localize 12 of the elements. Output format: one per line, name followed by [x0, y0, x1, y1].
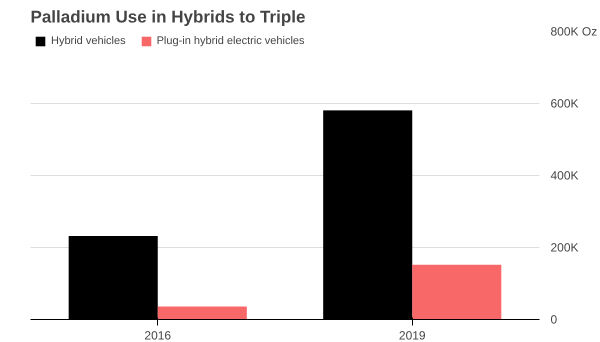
bar: [158, 306, 247, 320]
y-tick-label: 200K: [550, 240, 579, 254]
y-tick-label: 400K: [550, 168, 579, 182]
y-tick-label: 600K: [550, 96, 579, 110]
legend-label: Plug-in hybrid electric vehicles: [156, 35, 305, 47]
y-tick-label: 0: [550, 312, 558, 326]
x-tick-label: 2019: [398, 328, 426, 342]
y-tick-label: 800K Oz: [550, 24, 598, 38]
legend-label: Hybrid vehicles: [51, 35, 126, 47]
bar: [412, 264, 502, 320]
chart-title: Palladium Use in Hybrids to Triple: [30, 8, 306, 26]
x-tick-label: 2016: [144, 328, 172, 342]
